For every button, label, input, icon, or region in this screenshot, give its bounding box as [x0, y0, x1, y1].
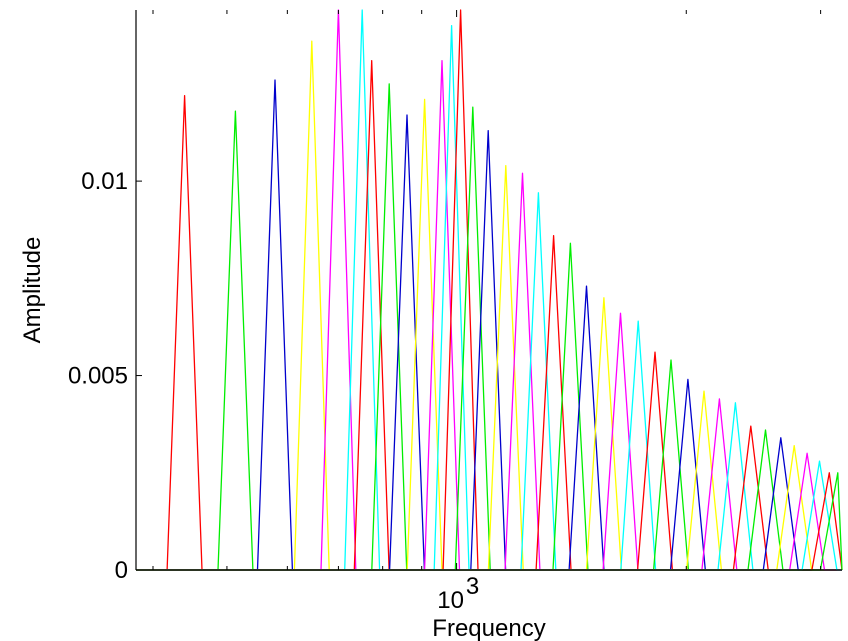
- plot-background: [136, 10, 842, 570]
- y-tick-label-3: 0.01: [81, 168, 128, 195]
- x-tick-exponent-1: 3: [466, 573, 479, 600]
- tick-layer: 0 0.005 0.01 103: [68, 10, 822, 614]
- x-axis-title: Frequency: [432, 615, 545, 641]
- y-tick-label-2: 0.005: [68, 363, 128, 390]
- y-tick-label-1: 0: [115, 557, 128, 584]
- axis-layer: [135, 10, 842, 571]
- y-axis-title: Amplitude: [19, 237, 46, 344]
- x-tick-label-1: 10: [437, 587, 464, 614]
